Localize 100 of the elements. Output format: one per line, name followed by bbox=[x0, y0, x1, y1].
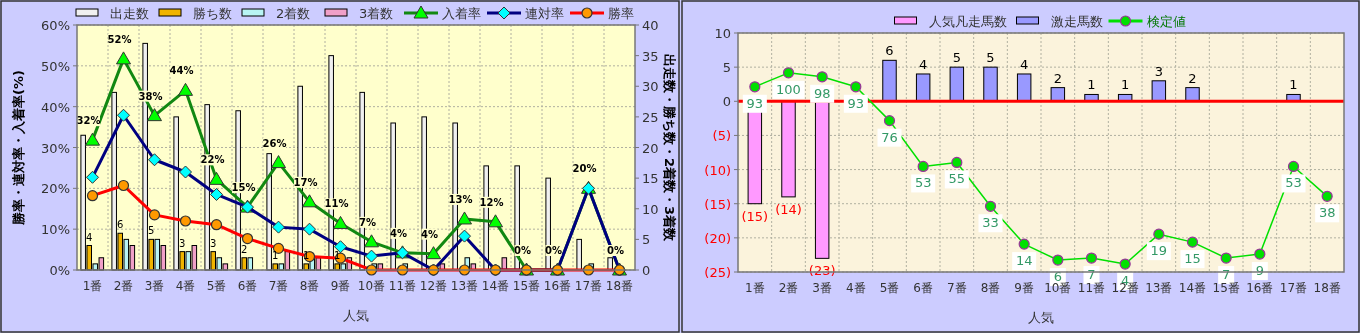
x-tick-label: 1番 bbox=[745, 281, 765, 295]
data-label: 1 bbox=[334, 249, 341, 261]
x-tick-label: 8番 bbox=[299, 279, 320, 293]
legend-label: 勝ち数 bbox=[193, 6, 232, 21]
y-tick-label: 10% bbox=[41, 222, 70, 238]
data-label: 20% bbox=[572, 163, 597, 175]
y2-tick-label: 15 bbox=[642, 171, 659, 187]
legend-label: 出走数 bbox=[110, 6, 149, 21]
x-tick-label: 11番 bbox=[388, 279, 417, 293]
x-tick-label: 5番 bbox=[206, 279, 227, 293]
data-label: 5 bbox=[148, 225, 155, 237]
x-tick-label: 12番 bbox=[419, 279, 448, 293]
y-tick-label: 20% bbox=[41, 181, 70, 197]
data-label: 19 bbox=[1150, 243, 1168, 259]
data-label: 4 bbox=[86, 231, 93, 243]
data-label: 17% bbox=[293, 176, 318, 188]
data-label: 38% bbox=[138, 90, 163, 102]
data-label: 1 bbox=[272, 249, 279, 261]
x-tick-label: 3番 bbox=[812, 281, 832, 295]
data-label: 3 bbox=[179, 237, 186, 249]
data-label: 3 bbox=[210, 237, 217, 249]
data-label: (15) bbox=[741, 208, 769, 224]
data-label: 2 bbox=[241, 243, 248, 255]
data-label: 15 bbox=[1184, 251, 1201, 267]
legend-label: 検定値 bbox=[1146, 14, 1186, 29]
x-tick-label: 2番 bbox=[778, 281, 799, 295]
data-label: 53 bbox=[914, 175, 932, 191]
data-label: 32% bbox=[76, 115, 101, 127]
data-label: 100 bbox=[776, 81, 801, 97]
legend-label: 3着数 bbox=[359, 6, 394, 21]
y2-tick-label: 10 bbox=[642, 201, 659, 217]
data-label: 22% bbox=[200, 154, 225, 166]
data-label: 15% bbox=[231, 182, 256, 194]
data-label: 2 bbox=[1188, 70, 1197, 86]
data-label: 11% bbox=[324, 198, 349, 210]
data-label: 4% bbox=[390, 227, 407, 239]
data-label: 52% bbox=[107, 33, 132, 45]
data-label: 55 bbox=[948, 171, 966, 187]
data-label: 1 bbox=[1289, 77, 1298, 93]
data-label: 33 bbox=[982, 215, 999, 231]
data-label: 12% bbox=[479, 196, 504, 208]
y2-tick-label: 5 bbox=[642, 232, 651, 248]
x-tick-label: 2番 bbox=[113, 279, 134, 293]
y-tick-label: 30% bbox=[41, 140, 70, 156]
x-tick-label: 4番 bbox=[175, 279, 196, 293]
x-tick-label: 15番 bbox=[512, 279, 541, 293]
x-tick-label: 4番 bbox=[846, 281, 866, 295]
x-tick-label: 16番 bbox=[1246, 281, 1274, 295]
data-label: 7% bbox=[359, 216, 376, 228]
data-label: 4 bbox=[1020, 56, 1029, 72]
x-tick-label: 16番 bbox=[543, 279, 572, 293]
x-tick-label: 9番 bbox=[330, 279, 351, 293]
data-label: 5 bbox=[986, 50, 995, 66]
data-label: 2 bbox=[1053, 70, 1062, 86]
data-label: 1 bbox=[303, 249, 310, 261]
legend-label: 2着数 bbox=[276, 6, 311, 21]
data-label: 5 bbox=[952, 50, 961, 66]
x-tick-label: 5番 bbox=[879, 281, 900, 295]
y-tick-label: 5 bbox=[722, 60, 731, 76]
y2-tick-label: 30 bbox=[642, 79, 659, 95]
data-label: 9 bbox=[1255, 263, 1264, 279]
y2-tick-label: 0 bbox=[642, 263, 651, 278]
x-tick-label: 1番 bbox=[82, 279, 103, 293]
data-label: (14) bbox=[775, 201, 802, 217]
data-label: 1 bbox=[1121, 77, 1130, 93]
data-label: 7 bbox=[1222, 267, 1231, 283]
data-label: 38 bbox=[1318, 205, 1336, 221]
y2-tick-label: 25 bbox=[642, 109, 659, 125]
data-label: 0% bbox=[545, 245, 562, 256]
x-tick-label: 13番 bbox=[1145, 281, 1173, 295]
x-tick-label: 6番 bbox=[913, 281, 933, 295]
x-tick-label: 14番 bbox=[481, 279, 510, 293]
data-label: 76 bbox=[881, 129, 898, 145]
data-label: 93 bbox=[847, 95, 865, 111]
data-label: 14 bbox=[1015, 253, 1033, 269]
data-label: 4 bbox=[919, 56, 928, 72]
x-tick-label: 10番 bbox=[357, 279, 386, 293]
x-axis-title: 人気 bbox=[343, 308, 369, 323]
data-label: 93 bbox=[746, 95, 764, 111]
legend-label: 勝率 bbox=[608, 6, 634, 21]
legend-label: 連対率 bbox=[525, 6, 564, 21]
y-tick-label: (5) bbox=[712, 128, 731, 144]
data-label: 6 bbox=[117, 219, 124, 231]
y-axis-title: 勝率・連対率・入着率(%) bbox=[11, 70, 26, 226]
data-label: 3 bbox=[1154, 63, 1163, 79]
x-tick-label: 15番 bbox=[1212, 281, 1240, 295]
y2-axis-title: 出走数・勝ち数・2着数・3着数 bbox=[662, 53, 677, 243]
x-tick-label: 8番 bbox=[980, 281, 1001, 295]
legend-label: 激走馬数 bbox=[1050, 14, 1103, 29]
x-tick-label: 3番 bbox=[144, 279, 165, 293]
x-tick-label: 14番 bbox=[1178, 281, 1207, 295]
y2-tick-label: 40 bbox=[642, 18, 659, 33]
y-tick-label: 10 bbox=[714, 26, 731, 41]
data-label: 4% bbox=[421, 228, 438, 240]
y-tick-label: 50% bbox=[41, 58, 70, 74]
x-axis-title: 人気 bbox=[1028, 310, 1054, 325]
x-tick-label: 7番 bbox=[268, 279, 289, 293]
data-label: 26% bbox=[262, 137, 287, 149]
x-tick-label: 18番 bbox=[605, 279, 634, 293]
y-tick-label: (25) bbox=[704, 265, 731, 280]
